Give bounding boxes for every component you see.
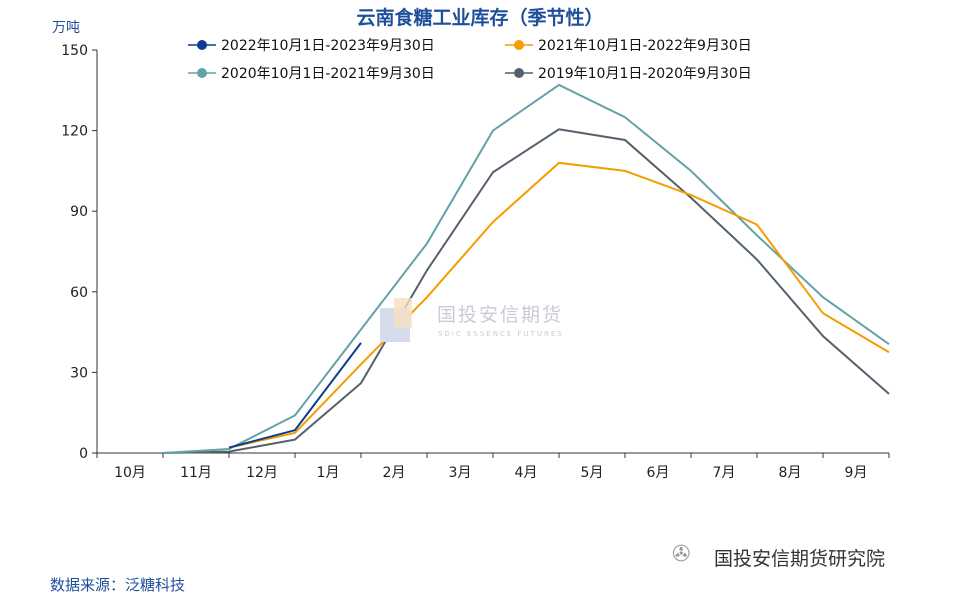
legend-label: 2019年10月1日-2020年9月30日 <box>538 66 752 82</box>
series-line-3 <box>162 128 890 454</box>
series-line-2 <box>162 83 890 454</box>
y-tick-label: 90 <box>70 204 88 220</box>
y-tick-label: 120 <box>61 124 88 140</box>
y-tick-label: 30 <box>70 365 88 381</box>
y-tick-label: 150 <box>61 43 88 59</box>
legend-marker <box>514 40 524 50</box>
x-tick-label: 12月 <box>246 465 278 481</box>
x-tick-label: 2月 <box>383 465 406 481</box>
x-tick-label: 6月 <box>647 465 670 481</box>
y-tick-label: 60 <box>70 285 88 301</box>
logo-mark <box>380 298 432 348</box>
series-line-1 <box>228 161 890 449</box>
x-tick-label: 11月 <box>180 465 212 481</box>
x-tick-label: 7月 <box>713 465 736 481</box>
x-tick-label: 1月 <box>317 465 340 481</box>
x-tick-label: 10月 <box>114 465 146 481</box>
legend-label: 2020年10月1日-2021年9月30日 <box>221 66 435 82</box>
watermark-account: 国投安信期货研究院 <box>714 548 886 570</box>
x-tick-label: 8月 <box>779 465 802 481</box>
y-axis-label: 万吨 <box>52 20 80 36</box>
legend-marker <box>514 68 524 78</box>
legend-label: 2021年10月1日-2022年9月30日 <box>538 38 752 54</box>
series-line-0 <box>228 342 362 449</box>
x-tick-label: 4月 <box>515 465 538 481</box>
x-tick-label: 9月 <box>845 465 868 481</box>
wechat-icon: ✇ <box>672 542 691 567</box>
source-note: 数据来源：泛糖科技 <box>50 576 186 594</box>
watermark-brand: 国投安信期货 <box>437 304 564 326</box>
x-tick-label: 3月 <box>449 465 472 481</box>
watermark-brand-en: SDIC ESSENCE FUTURES <box>438 330 564 338</box>
x-tick-label: 5月 <box>581 465 604 481</box>
y-tick-label: 0 <box>79 446 88 462</box>
legend-label: 2022年10月1日-2023年9月30日 <box>221 38 435 54</box>
chart-title: 云南食糖工业库存（季节性） <box>356 6 603 29</box>
legend-marker <box>197 68 207 78</box>
legend-marker <box>197 40 207 50</box>
